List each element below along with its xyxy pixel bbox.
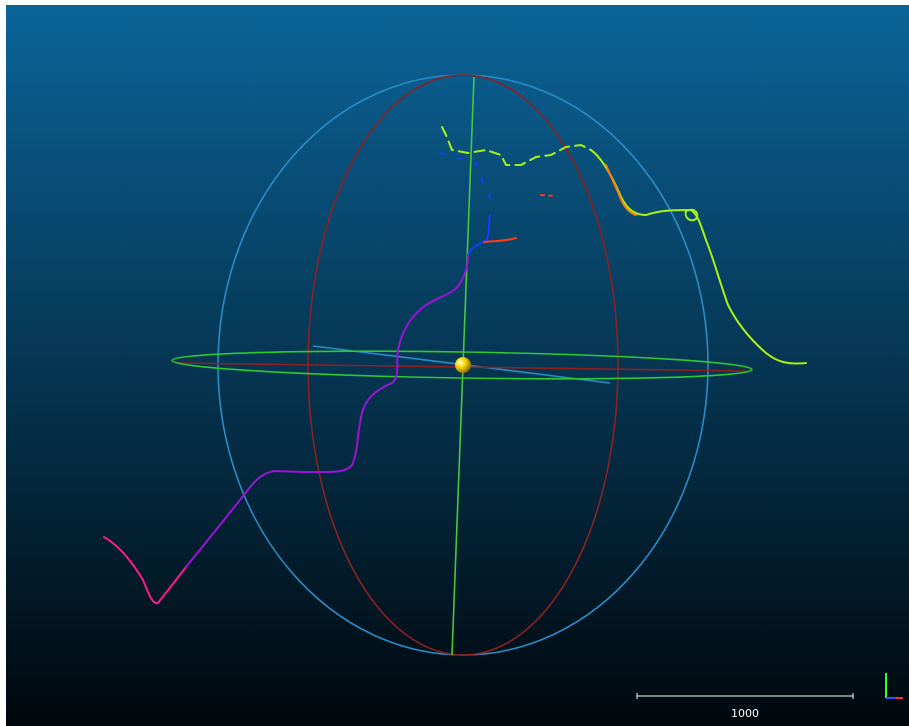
track-segment-purple — [185, 254, 469, 568]
center-sphere — [455, 357, 471, 373]
track-segment-blue-dashes — [439, 152, 492, 201]
track-segment-red-dashes — [540, 194, 557, 197]
axis-gizmo[interactable] — [885, 673, 903, 699]
track-segment-green-loop — [684, 208, 699, 222]
track-segment-green-top — [441, 126, 592, 166]
scale-bar — [636, 693, 854, 699]
3d-viewport[interactable]: 1000 — [6, 5, 909, 726]
scene-canvas[interactable]: 1000 — [6, 5, 909, 726]
track-segment-orange-highlight — [605, 164, 637, 216]
trajectory-tracks — [103, 126, 807, 605]
track-segment-orange — [483, 237, 517, 243]
track-segment-pink — [103, 536, 187, 605]
scale-bar-label: 1000 — [731, 707, 759, 720]
